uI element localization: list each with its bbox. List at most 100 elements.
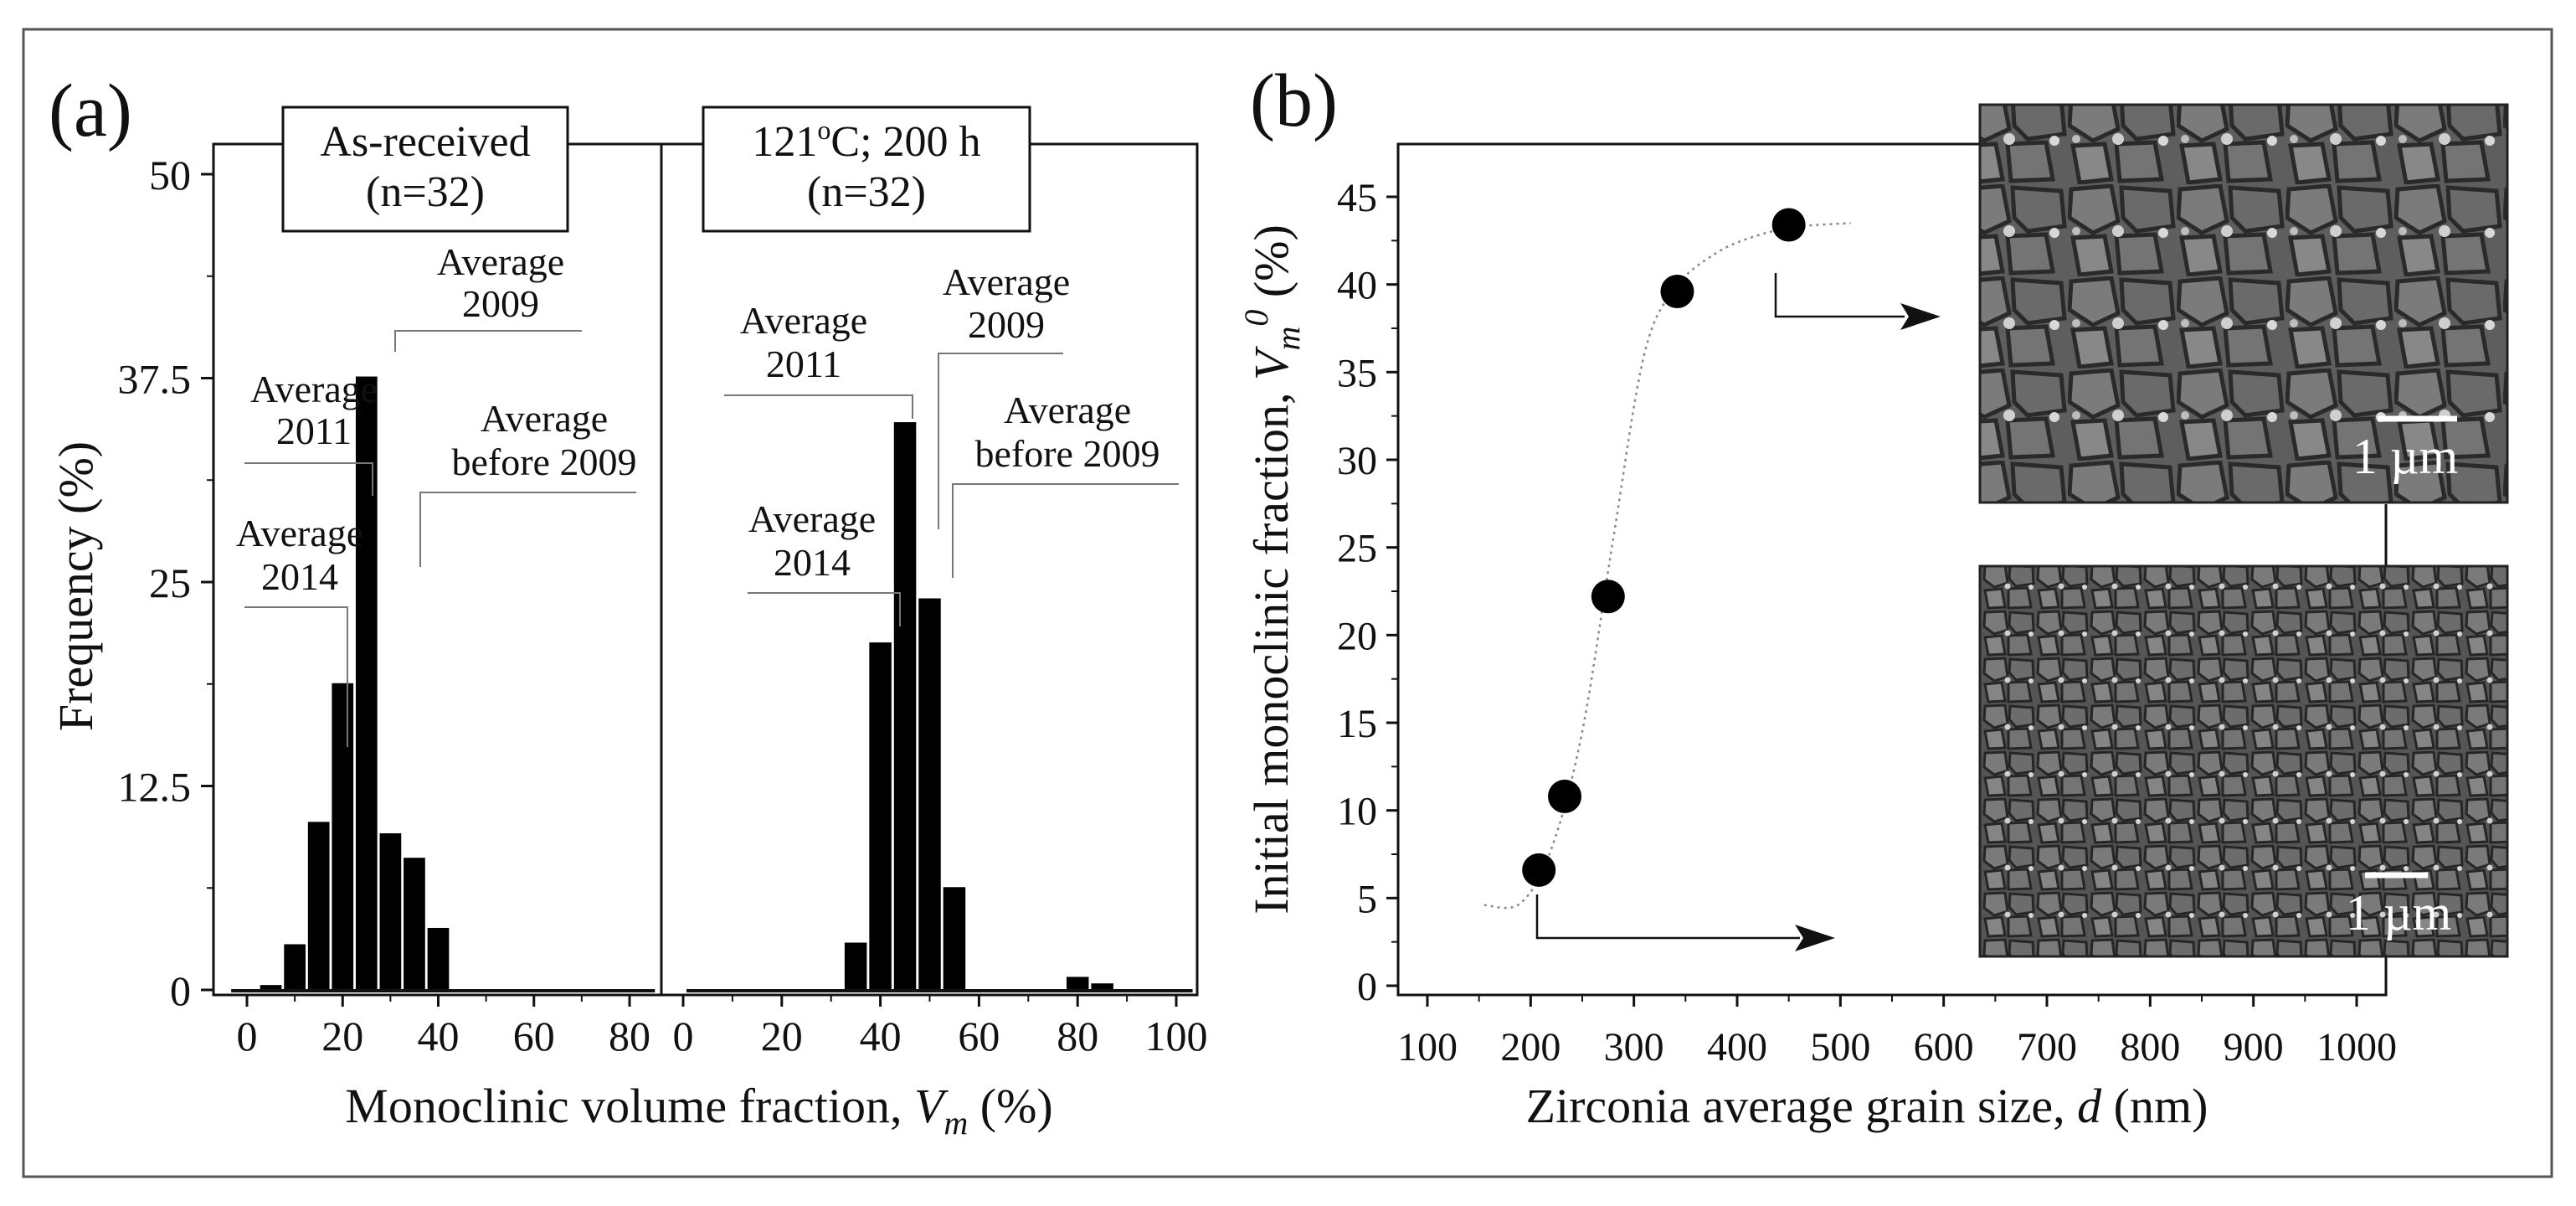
panel-a-x-label-unit: (%) [968,1079,1052,1133]
a-left-x-tick-label: 80 [609,1013,650,1059]
histogram-bar-right [844,942,867,990]
a-y-tick-label: 50 [149,152,191,198]
right-condition-temp: 121 [752,118,817,166]
histogram-bar-left [379,832,402,990]
panel-b-x-axis-label: Zirconia average grain size, d (nm) [1526,1079,2208,1133]
annot-left-2014-l1: Average [236,512,363,554]
panel-b-x-label-unit: (nm) [2101,1079,2208,1133]
b-x-tick-label: 300 [1604,1025,1664,1069]
scatter-point [1548,779,1582,813]
annot-right-2009-leader [938,353,1063,529]
b-x-tick-label: 600 [1914,1025,1974,1069]
b-x-tick-label: 200 [1500,1025,1561,1069]
panel-a-x-label-sub: m [944,1104,968,1142]
annot-left-2009-leader [394,330,582,352]
histogram-bar-left [404,858,425,990]
sem-micrograph-large-grains: 1 µm [1978,103,2509,504]
a-y-tick-label: 37.5 [118,356,192,403]
annot-left-before2009-leader [419,492,636,567]
a-right-x-tick-label: 100 [1145,1013,1208,1059]
panel-b-y-label-unit: (%) [1244,224,1298,309]
panel-a-left-bars [231,376,656,992]
annot-left-before2009-l1: Average [481,397,608,440]
a-right-x-tick-label: 80 [1057,1013,1098,1059]
a-right-x-tick-label: 20 [761,1013,803,1059]
b-x-tick-label: 800 [2120,1025,2180,1069]
panel-b-y-label-sup: 0 [1237,310,1275,327]
annot-left-2009-l1: Average [437,240,564,283]
panel-b-y-label-text: Initial monoclinic fraction, [1244,380,1298,915]
histogram-bar-left [284,944,306,990]
histogram-bar-right [1066,977,1089,990]
a-right-x-tick-label: 0 [673,1013,694,1059]
left-condition-line1: As-received [320,118,530,166]
annot-right-2014-l2: 2014 [774,541,851,584]
a-right-x-tick-label: 60 [958,1013,1000,1059]
panel-a-x-label-var: V [914,1079,949,1133]
histogram-bar-left [427,927,450,990]
panel-a-y-ticks: 0 12.5 25 37.5 50 [118,152,213,1014]
a-left-x-tick-label: 60 [513,1013,555,1059]
b-y-tick-label: 35 [1337,351,1377,395]
panel-b-y-label-var: V [1244,345,1298,380]
panel-b-y-axis-label: Initial monoclinic fraction, Vm0 (%) [1237,224,1307,915]
panel-a-label: (a) [49,70,132,152]
b-x-tick-label: 1000 [2316,1025,2397,1069]
panel-a-right-bars [686,422,1193,992]
annot-left-2011-l1: Average [250,368,378,410]
panel-b-x-label-var: d [2077,1079,2102,1133]
annot-right-2014-l1: Average [748,497,876,540]
right-condition-line2: (n=32) [807,168,926,216]
annot-left-2014-l2: 2014 [261,555,338,598]
a-left-x-tick-label: 0 [237,1013,258,1059]
b-y-tick-label: 25 [1337,527,1377,571]
scatter-point [1522,853,1556,887]
a-left-x-tick-label: 20 [321,1013,363,1059]
panel-a-left-condition-box: As-received (n=32) [281,106,569,233]
a-right-x-tick-label: 40 [860,1013,902,1059]
panel-a-x-label-text: Monoclinic volume fraction, [345,1079,914,1133]
b-x-tick-label: 900 [2224,1025,2284,1069]
panel-b-x-ticks: 100 200 300 400 500 600 700 800 900 1000 [1397,995,2397,1069]
b-y-tick-label: 20 [1337,614,1377,658]
a-left-x-tick-label: 40 [418,1013,460,1059]
histogram-bar-left [355,376,378,990]
panel-b-y-label-sub: m [1269,327,1307,351]
sem-micrograph-small-grains: 1 µm [1978,564,2509,958]
panel-b-y-ticks: 0 5 10 15 20 25 30 35 40 45 [1337,176,1398,1009]
annot-right-2011-l1: Average [740,299,867,342]
scale-bar-bottom-label: 1 µm [2346,885,2451,941]
annot-right-2014-leader [748,592,901,626]
histogram-bar-right [918,598,941,990]
b-x-tick-label: 400 [1707,1025,1767,1069]
right-condition-degree: o [817,115,830,145]
histogram-bar-right [869,642,892,990]
b-y-tick-label: 15 [1337,702,1377,746]
scatter-point [1591,580,1625,614]
annot-left-before2009-l2: before 2009 [452,441,637,483]
panel-b-label: (b) [1250,59,1338,142]
panel-a-y-axis-label: Frequency (%) [49,441,103,731]
panel-a-right-annotations: Average 2011 Average 2009 Average before… [724,260,1179,626]
arrow-to-bottom-micrograph [1535,894,1835,951]
b-y-tick-label: 30 [1337,439,1377,483]
b-y-tick-label: 45 [1337,176,1377,220]
panel-b-axes [1396,142,2388,997]
arrow-to-top-micrograph [1774,273,1941,330]
annot-right-2009-l2: 2009 [968,303,1045,346]
right-condition-time: C; 200 h [830,118,980,166]
panel-a-right-x-ticks: 0 20 40 60 80 100 [673,995,1208,1059]
a-y-tick-label: 12.5 [118,764,192,811]
annot-left-2009-l2: 2009 [462,282,539,325]
histogram-bar-right [1091,983,1113,990]
histogram-bar-left [260,985,282,990]
histogram-bar-left [307,822,330,990]
histogram-bar-left [332,683,354,990]
panel-b-x-label-text: Zirconia average grain size, [1526,1079,2078,1133]
annot-right-2011-leader [724,394,913,419]
annot-right-2011-l2: 2011 [766,343,841,385]
a-y-tick-label: 0 [170,967,191,1014]
b-y-tick-label: 40 [1337,264,1377,308]
annot-right-before2009-l2: before 2009 [975,432,1160,475]
